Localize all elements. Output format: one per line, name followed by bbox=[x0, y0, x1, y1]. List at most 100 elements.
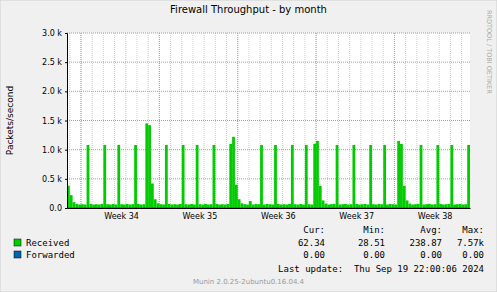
bar bbox=[282, 204, 285, 208]
bar bbox=[420, 145, 423, 208]
y-grid bbox=[67, 178, 470, 179]
bar bbox=[308, 204, 311, 208]
x-tick-label: Week 36 bbox=[261, 212, 296, 221]
bar bbox=[394, 205, 397, 209]
bar bbox=[235, 185, 238, 208]
bar bbox=[232, 137, 235, 208]
bar bbox=[176, 205, 179, 209]
bar bbox=[358, 205, 361, 209]
bar bbox=[252, 205, 255, 209]
bar bbox=[336, 145, 339, 208]
bar bbox=[369, 145, 372, 208]
bar bbox=[274, 145, 277, 208]
bar bbox=[406, 200, 409, 208]
legend-value: 28.51 bbox=[358, 238, 385, 248]
y-axis: 0.00.5 k1.0 k1.5 k2.0 k2.5 k3.0 k bbox=[42, 29, 67, 213]
bar bbox=[221, 204, 224, 208]
bar bbox=[392, 204, 395, 208]
bar bbox=[341, 204, 344, 208]
bar bbox=[372, 204, 375, 208]
title: Firewall Throughput - by month bbox=[170, 4, 327, 15]
y-axis-line bbox=[65, 34, 68, 209]
bar bbox=[319, 186, 322, 208]
legend-value: 238.87 bbox=[409, 238, 442, 248]
bar bbox=[115, 205, 118, 209]
bar bbox=[193, 205, 196, 209]
x-axis-line bbox=[68, 208, 471, 209]
legend-header: Avg: bbox=[420, 225, 442, 235]
bar bbox=[324, 204, 327, 208]
bar bbox=[364, 204, 367, 208]
bar bbox=[445, 204, 448, 208]
bar bbox=[246, 205, 249, 209]
bar bbox=[168, 204, 171, 208]
bar bbox=[291, 145, 294, 208]
bar bbox=[151, 184, 154, 209]
bar bbox=[92, 205, 95, 209]
x-tick-label: Week 38 bbox=[418, 212, 453, 221]
x-tick: Week 38 bbox=[418, 208, 453, 221]
x-tick-label: Week 37 bbox=[339, 212, 374, 221]
bar bbox=[182, 145, 185, 208]
bar bbox=[422, 205, 425, 209]
minor-grid bbox=[394, 33, 395, 208]
y-tick-label: 0.0 bbox=[49, 204, 62, 213]
y-tick: 0.5 k bbox=[42, 175, 67, 184]
legend-header: Max: bbox=[462, 225, 484, 235]
bar bbox=[98, 205, 101, 209]
legend-value: 7.57k bbox=[457, 238, 485, 248]
bar bbox=[89, 204, 92, 208]
bar bbox=[95, 204, 98, 208]
y-tick-mark bbox=[65, 208, 67, 209]
legend-value: 0.00 bbox=[363, 250, 385, 260]
bar bbox=[87, 145, 90, 208]
bar bbox=[123, 205, 126, 209]
background bbox=[0, 0, 497, 292]
legend-swatch bbox=[14, 251, 21, 258]
y-tick: 2.0 k bbox=[42, 87, 67, 96]
bar bbox=[271, 205, 274, 209]
bar bbox=[338, 205, 341, 209]
bar bbox=[327, 205, 330, 209]
bar bbox=[436, 145, 439, 208]
bar bbox=[386, 205, 389, 209]
y-tick-mark bbox=[65, 150, 67, 151]
y-tick-label: 2.0 k bbox=[42, 87, 62, 96]
bar bbox=[227, 204, 230, 208]
major-grid bbox=[394, 33, 395, 208]
bar bbox=[131, 204, 134, 208]
bar bbox=[140, 205, 143, 209]
bar bbox=[215, 204, 218, 208]
x-tick: Week 35 bbox=[183, 208, 218, 221]
bar bbox=[280, 205, 283, 209]
bar bbox=[112, 204, 115, 208]
bar bbox=[196, 145, 199, 208]
bar bbox=[313, 144, 316, 208]
bar bbox=[229, 144, 232, 208]
y-tick: 1.0 k bbox=[42, 146, 67, 155]
bar bbox=[70, 195, 73, 208]
bar bbox=[383, 145, 386, 208]
bar bbox=[434, 204, 437, 208]
bar bbox=[154, 199, 157, 208]
chart: 0.00.5 k1.0 k1.5 k2.0 k2.5 k3.0 kWeek 34… bbox=[0, 0, 497, 292]
bar bbox=[302, 205, 305, 209]
minor-grid bbox=[282, 33, 283, 208]
bar bbox=[243, 204, 246, 208]
bar bbox=[218, 205, 221, 209]
bar bbox=[249, 201, 252, 208]
bar bbox=[81, 204, 84, 208]
x-tick: Week 34 bbox=[104, 208, 139, 221]
bar bbox=[322, 200, 325, 208]
y-grid bbox=[67, 62, 470, 63]
bar bbox=[204, 204, 207, 208]
x-axis: Week 34 Week 35 Week 36 Week 37 Week 38 bbox=[68, 208, 471, 221]
bar bbox=[442, 205, 445, 209]
bar bbox=[453, 205, 456, 209]
bar bbox=[411, 205, 414, 209]
bar bbox=[266, 204, 269, 208]
y-tick-label: 1.0 k bbox=[42, 146, 62, 155]
y-grid bbox=[67, 33, 470, 34]
bar bbox=[288, 204, 291, 208]
legend-value: 0.00 bbox=[462, 250, 484, 260]
